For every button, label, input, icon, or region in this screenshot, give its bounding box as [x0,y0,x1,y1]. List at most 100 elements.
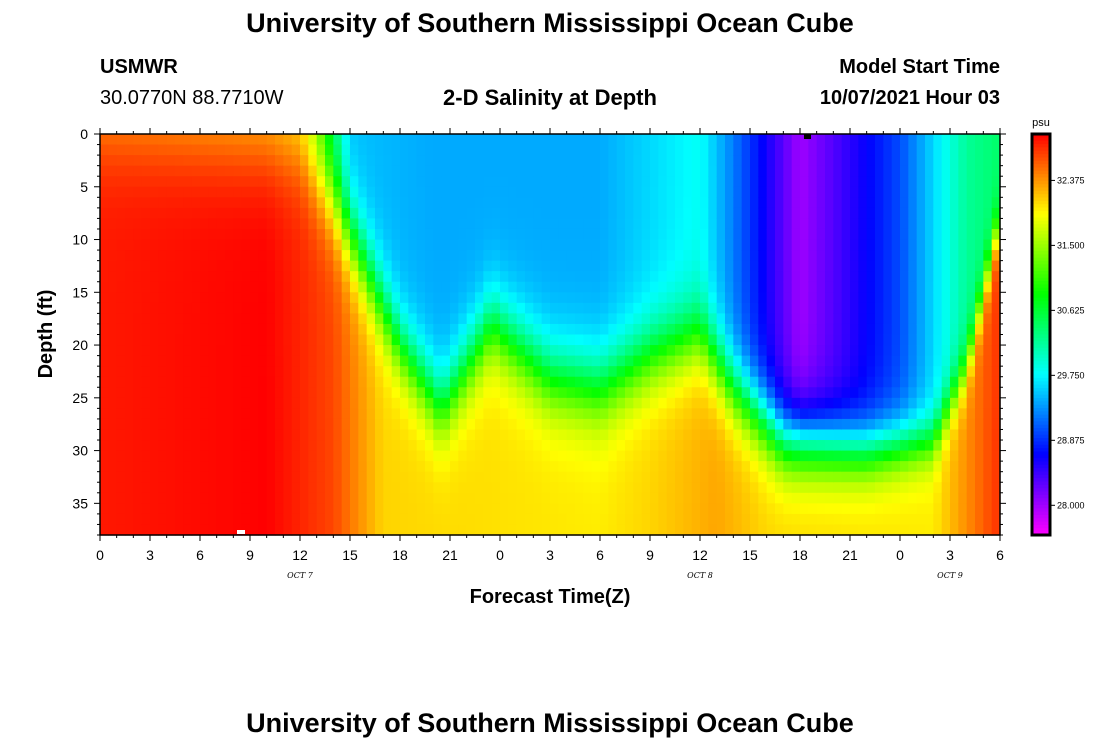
heatmap-cell [475,323,484,336]
heatmap-cell [283,397,293,409]
heatmap-cell [425,197,434,209]
heatmap-cell [816,197,826,209]
heatmap-cell [150,345,159,357]
heatmap-cell [383,450,393,462]
heatmap-cell [666,440,676,452]
heatmap-cell [133,482,143,494]
heatmap-cell [383,323,393,336]
heatmap-cell [658,366,668,378]
heatmap-cell [158,345,168,357]
heatmap-cell [366,334,376,346]
heatmap-cell [750,186,759,198]
heatmap-cell [925,376,934,388]
heatmap-cell [700,218,709,230]
heatmap-cell [383,134,393,146]
heatmap-cell [350,345,359,357]
heatmap-cell [800,471,809,483]
heatmap-cell [141,197,151,209]
heatmap-cell [891,492,901,504]
heatmap-cell [766,186,776,198]
heatmap-cell [716,397,726,409]
heatmap-cell [891,482,901,494]
heatmap-cell [566,323,576,336]
heatmap-cell [100,144,109,156]
heatmap-cell [416,429,426,441]
heatmap-cell [208,450,218,462]
heatmap-cell [750,461,759,473]
heatmap-cell [200,492,209,504]
x-tick-label: 9 [646,547,654,563]
heatmap-cell [408,144,418,156]
heatmap-cell [208,165,218,177]
heatmap-cell [258,482,268,494]
heatmap-cell [900,302,909,314]
heatmap-cell [808,186,818,198]
heatmap-cell [100,334,109,346]
heatmap-cell [950,250,959,262]
x-tick-label: 15 [742,547,758,563]
heatmap-cell [300,492,309,504]
heatmap-cell [275,228,284,241]
heatmap-cell [133,513,143,526]
heatmap-cell [725,260,734,272]
heatmap-cell [225,186,234,198]
heatmap-cell [725,492,734,504]
heatmap-cell [158,271,168,283]
heatmap-cell [341,186,351,198]
heatmap-cell [366,155,376,167]
heatmap-cell [908,524,918,536]
heatmap-cell [641,366,651,378]
heatmap-cell [308,228,318,241]
heatmap-cell [741,397,751,409]
heatmap-cell [808,218,818,230]
x-tick-label: 0 [496,547,504,563]
heatmap-cell [208,323,218,336]
heatmap-cell [141,207,151,220]
heatmap-cell [733,186,743,198]
heatmap-cell [666,207,676,220]
heatmap-cell [766,239,776,251]
heatmap-cell [541,186,551,198]
heatmap-cell [166,292,176,304]
heatmap-cell [550,260,559,272]
heatmap-cell [716,355,726,367]
heatmap-cell [225,218,234,230]
heatmap-cell [641,471,651,483]
colorbar-swatch [1032,321,1050,326]
heatmap-cell [450,260,459,272]
heatmap-cell [716,281,726,293]
heatmap-cell [791,408,801,420]
heatmap-cell [966,228,976,241]
heatmap-cell [750,239,759,251]
heatmap-cell [333,292,343,304]
heatmap-cell [291,471,301,483]
heatmap-cell [725,176,734,188]
heatmap-cell [850,250,859,262]
heatmap-cell [425,228,434,241]
heatmap-cell [483,165,493,177]
heatmap-cell [441,503,451,515]
heatmap-cell [150,207,159,220]
heatmap-cell [291,323,301,336]
heatmap-cell [941,197,951,209]
heatmap-cell [250,302,259,314]
heatmap-cell [708,355,718,367]
heatmap-cell [208,155,218,167]
heatmap-cell [500,218,509,230]
heatmap-cell [833,471,843,483]
heatmap-cell [566,492,576,504]
heatmap-cell [716,334,726,346]
heatmap-cell [833,239,843,251]
heatmap-cell [291,292,301,304]
heatmap-cell [883,471,893,483]
heatmap-cell [516,228,526,241]
heatmap-cell [691,155,701,167]
heatmap-cell [825,207,834,220]
heatmap-cell [858,492,868,504]
heatmap-cell [158,218,168,230]
heatmap-cell [675,313,684,325]
heatmap-cell [966,397,976,409]
heatmap-cell [783,144,793,156]
heatmap-cell [366,482,376,494]
